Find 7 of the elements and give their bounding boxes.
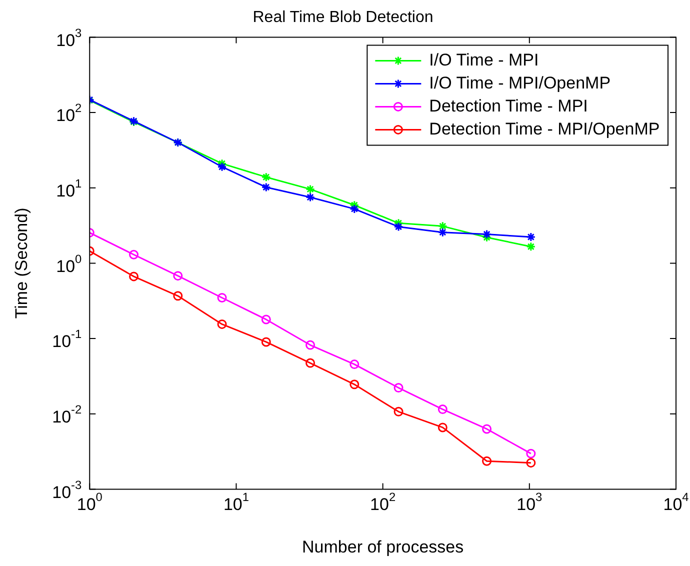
chart-title: Real Time Blob Detection xyxy=(252,9,434,26)
legend-label: I/O Time - MPI/OpenMP xyxy=(429,73,611,92)
y-axis-title: Time (Second) xyxy=(12,208,31,319)
legend-label: Detection Time - MPI/OpenMP xyxy=(429,119,660,138)
legend-label: I/O Time - MPI xyxy=(429,50,539,70)
legend-label: Detection Time - MPI xyxy=(429,96,588,116)
x-axis-title: Number of processes xyxy=(302,537,464,556)
